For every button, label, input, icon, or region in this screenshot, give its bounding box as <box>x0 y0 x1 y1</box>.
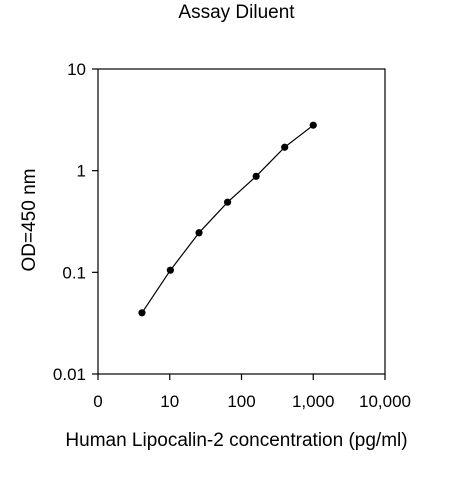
data-point <box>138 309 146 317</box>
data-point <box>309 121 317 129</box>
data-point <box>195 229 203 237</box>
axes <box>97 68 386 375</box>
tick-marks <box>92 68 386 380</box>
x-tick-labels: 0 10 100 1,000 10,000 <box>93 392 411 411</box>
data-series <box>138 121 317 317</box>
plot-frame <box>97 68 386 375</box>
x-tick-label: 1,000 <box>292 392 335 411</box>
series-line <box>141 124 314 314</box>
x-axis-label: Human Lipocalin-2 concentration (pg/ml) <box>65 430 408 451</box>
y-tick-labels: 0.01 0.1 1 10 <box>53 60 86 384</box>
data-point <box>281 143 289 151</box>
y-tick-label: 0.1 <box>62 263 86 282</box>
x-tick-label: 100 <box>227 392 255 411</box>
data-point <box>252 172 260 180</box>
chart-title: Assay Diluent <box>178 2 295 23</box>
x-tick-label: 0 <box>93 392 102 411</box>
x-tick-label: 10,000 <box>359 392 411 411</box>
data-point <box>223 198 232 206</box>
x-tick-label: 10 <box>160 392 179 411</box>
y-axis-label: OD=450 nm <box>19 168 40 272</box>
y-tick-label: 0.01 <box>53 365 86 384</box>
y-tick-label: 10 <box>67 60 86 79</box>
data-point <box>166 266 174 274</box>
y-tick-label: 1 <box>77 162 86 181</box>
